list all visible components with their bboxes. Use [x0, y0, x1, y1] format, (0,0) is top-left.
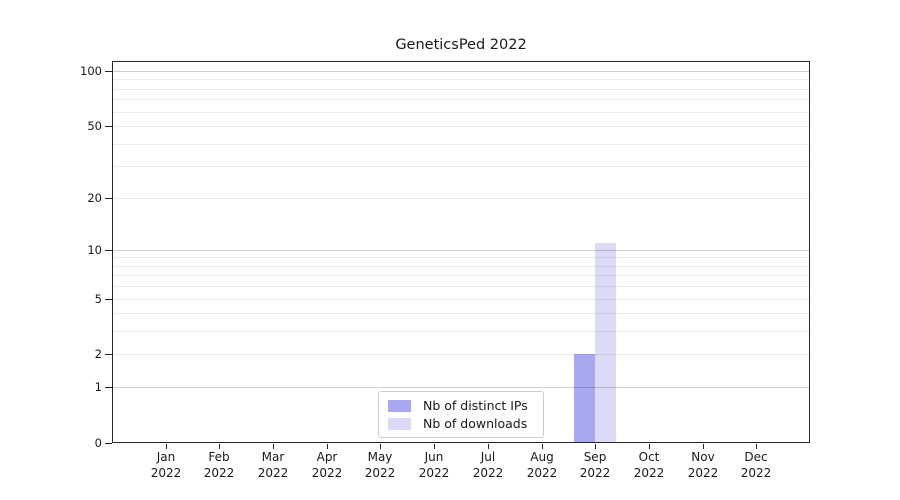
gridline-9	[113, 257, 809, 258]
x-tick-label-jul: Jul 2022	[472, 450, 504, 480]
x-tick-mark-jul	[488, 444, 489, 449]
gridline-100	[113, 71, 809, 72]
x-tick-mark-feb	[219, 444, 220, 449]
y-tick-mark-10	[105, 250, 112, 251]
y-tick-label-20: 20	[87, 191, 102, 205]
y-tick-mark-100	[105, 71, 112, 72]
gridline-10	[113, 250, 809, 251]
plot-area	[112, 61, 810, 443]
legend-label-distinct-ips: Nb of distinct IPs	[423, 398, 528, 413]
x-tick-mark-jun	[434, 444, 435, 449]
gridline-7	[113, 275, 809, 276]
y-tick-mark-50	[105, 126, 112, 127]
x-tick-mark-mar	[273, 444, 274, 449]
x-tick-label-sep: Sep 2022	[579, 450, 611, 480]
y-tick-mark-5	[105, 299, 112, 300]
y-tick-mark-1	[105, 387, 112, 388]
gridline-60	[113, 112, 809, 113]
x-tick-label-jan: Jan 2022	[150, 450, 182, 480]
gridline-50	[113, 126, 809, 127]
bar-nb-of-distinct-ips-sep	[574, 354, 595, 443]
gridline-40	[113, 144, 809, 145]
x-tick-label-apr: Apr 2022	[311, 450, 343, 480]
x-tick-mark-apr	[327, 444, 328, 449]
legend-swatch-downloads	[388, 417, 411, 430]
x-tick-label-mar: Mar 2022	[257, 450, 289, 480]
y-tick-label-5: 5	[94, 292, 102, 306]
gridline-6	[113, 286, 809, 287]
x-tick-label-nov: Nov 2022	[687, 450, 719, 480]
x-tick-mark-may	[380, 444, 381, 449]
y-tick-label-2: 2	[94, 347, 102, 361]
bar-nb-of-downloads-sep	[595, 243, 616, 443]
gridline-3	[113, 331, 809, 332]
x-tick-mark-jan	[166, 444, 167, 449]
x-tick-label-jun: Jun 2022	[418, 450, 450, 480]
legend: Nb of distinct IPs Nb of downloads	[378, 391, 544, 438]
y-tick-mark-0	[105, 443, 112, 444]
y-tick-label-1: 1	[94, 380, 102, 394]
gridline-20	[113, 198, 809, 199]
x-tick-mark-oct	[649, 444, 650, 449]
x-tick-mark-aug	[542, 444, 543, 449]
x-tick-label-dec: Dec 2022	[740, 450, 772, 480]
x-tick-label-feb: Feb 2022	[203, 450, 235, 480]
gridline-30	[113, 166, 809, 167]
x-tick-mark-dec	[756, 444, 757, 449]
legend-swatch-distinct-ips	[388, 399, 411, 412]
gridline-4	[113, 313, 809, 314]
y-tick-label-100: 100	[80, 64, 102, 78]
gridline-8	[113, 266, 809, 267]
gridline-70	[113, 99, 809, 100]
x-tick-label-oct: Oct 2022	[633, 450, 665, 480]
gridline-90	[113, 79, 809, 80]
legend-item-downloads: Nb of downloads	[379, 416, 543, 431]
chart-title: GeneticsPed 2022	[395, 37, 527, 53]
x-tick-mark-nov	[703, 444, 704, 449]
x-tick-label-aug: Aug 2022	[526, 450, 558, 480]
y-tick-label-0: 0	[94, 436, 102, 450]
x-tick-label-may: May 2022	[364, 450, 396, 480]
legend-item-distinct-ips: Nb of distinct IPs	[379, 398, 543, 413]
gridline-1	[113, 387, 809, 388]
gridline-2	[113, 354, 809, 355]
y-tick-label-50: 50	[87, 119, 102, 133]
gridline-80	[113, 89, 809, 90]
y-tick-mark-2	[105, 354, 112, 355]
legend-label-downloads: Nb of downloads	[423, 416, 528, 431]
gridline-5	[113, 299, 809, 300]
y-tick-label-10: 10	[87, 243, 102, 257]
y-tick-mark-20	[105, 198, 112, 199]
x-tick-mark-sep	[595, 444, 596, 449]
